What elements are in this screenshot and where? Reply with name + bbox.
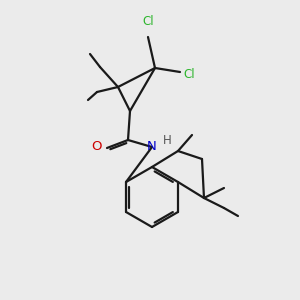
Text: Cl: Cl [142, 15, 154, 28]
Text: N: N [147, 140, 157, 152]
Text: Cl: Cl [183, 68, 195, 80]
Text: O: O [92, 140, 102, 154]
Text: H: H [163, 134, 172, 148]
